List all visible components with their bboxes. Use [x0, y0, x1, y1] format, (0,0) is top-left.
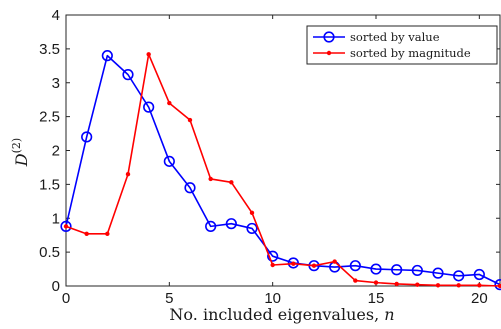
- series-2-point: [332, 259, 336, 263]
- x-axis-label-text: No. included eigenvalues,: [169, 305, 384, 324]
- x-tick-label: 0: [62, 290, 70, 307]
- series-2-point: [105, 232, 109, 236]
- series-2-point: [415, 282, 419, 286]
- y-tick-label: 0.5: [39, 244, 60, 261]
- series-2-point: [436, 283, 440, 287]
- series-2-point: [126, 172, 130, 176]
- series-2-point: [188, 118, 192, 122]
- svg-text:D(2): D(2): [10, 138, 31, 167]
- legend-marker-2: [327, 51, 331, 55]
- y-tick-label: 3.5: [39, 41, 60, 58]
- x-tick-label: 20: [471, 290, 488, 307]
- series-2-point: [84, 232, 88, 236]
- y-tick-label: 1.5: [39, 176, 60, 193]
- series-line-1: [66, 56, 500, 285]
- y-tick-label: 2.5: [39, 109, 60, 126]
- legend: sorted by value sorted by magnitude: [307, 26, 497, 64]
- series-2-point: [270, 263, 274, 267]
- legend-label-1: sorted by value: [350, 30, 440, 44]
- x-axis-label-variable: n: [384, 305, 394, 324]
- y-tick-label: 1: [52, 210, 60, 227]
- series-2-point: [312, 263, 316, 267]
- y-tick-label: 4: [52, 7, 60, 24]
- y-tick-label: 0: [52, 278, 60, 295]
- series-2-point: [167, 101, 171, 105]
- y-tick-label: 2: [52, 143, 60, 160]
- x-axis-label: No. included eigenvalues, n: [169, 305, 394, 324]
- series-line-2: [66, 54, 500, 286]
- legend-label-2: sorted by magnitude: [350, 46, 471, 60]
- y-axis-label-superscript: (2): [10, 138, 23, 154]
- y-axis-label: D(2): [10, 138, 31, 167]
- series-2-point: [229, 180, 233, 184]
- svg-text:No. included eigenvalues, n: No. included eigenvalues, n: [169, 305, 394, 324]
- series-2-point: [353, 278, 357, 282]
- series-2-point: [374, 280, 378, 284]
- series-2-point: [394, 282, 398, 286]
- series-2-point: [477, 283, 481, 287]
- series-2-point: [250, 211, 254, 215]
- series-layer: [61, 51, 501, 290]
- series-2-point: [64, 224, 68, 228]
- y-axis-label-symbol: D: [12, 153, 31, 167]
- series-2-point: [456, 283, 460, 287]
- series-2-point: [146, 52, 150, 56]
- y-tick-label: 3: [52, 75, 60, 92]
- series-2-point: [291, 261, 295, 265]
- series-2-point: [208, 177, 212, 181]
